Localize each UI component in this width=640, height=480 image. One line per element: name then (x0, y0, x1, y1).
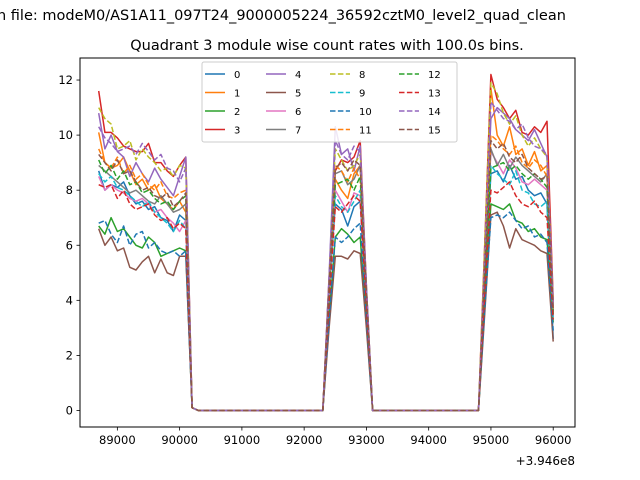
x-offset-label: +3.946e8 (516, 454, 575, 468)
x-tick-label: 89000 (99, 433, 136, 447)
legend-entry-9: 9 (330, 89, 365, 100)
legend-entry-15: 15 (399, 126, 441, 137)
series-line-11 (98, 134, 554, 412)
legend-entry-6: 6 (266, 107, 301, 118)
series-line-13 (98, 181, 554, 412)
y-tick-label: 4 (66, 293, 73, 307)
legend-entry-5: 5 (266, 89, 301, 100)
legend-label: 6 (295, 107, 301, 118)
legend-entry-13: 13 (399, 89, 441, 100)
legend-label: 10 (359, 107, 372, 118)
chart-title: Quadrant 3 module wise count rates with … (130, 38, 524, 54)
y-tick-label: 12 (58, 73, 73, 87)
legend-entry-8: 8 (330, 70, 365, 81)
legend-entry-1: 1 (205, 89, 240, 100)
legend-box (201, 61, 458, 143)
x-tick-label: 91000 (224, 433, 261, 447)
legend-label: 9 (359, 89, 365, 100)
legend-label: 2 (234, 107, 240, 118)
legend-entry-2: 2 (205, 107, 240, 118)
legend-label: 14 (428, 107, 441, 118)
axes-frame (79, 57, 576, 428)
y-tick-label: 0 (66, 403, 73, 417)
legend-label: 15 (428, 126, 441, 137)
y-tick-label: 2 (66, 348, 73, 362)
legend-label: 11 (359, 126, 372, 137)
y-tick-label: 6 (66, 238, 73, 252)
legend-entry-11: 11 (330, 126, 372, 137)
x-tick-label: 92000 (286, 433, 323, 447)
legend-entry-12: 12 (399, 70, 441, 81)
x-tick-label: 96000 (535, 433, 572, 447)
series-line-6 (98, 150, 554, 412)
x-tick-label: 93000 (348, 433, 385, 447)
legend-label: 7 (295, 126, 301, 137)
legend-label: 1 (234, 89, 240, 100)
axis-ticks: 89000 90000 91000 92000 93000 94000 95000 96000… (58, 73, 571, 447)
legend-label: 8 (359, 70, 365, 81)
legend-label: 3 (234, 126, 240, 137)
series-line-14 (98, 101, 554, 412)
legend-entry-10: 10 (330, 107, 372, 118)
legend-label: 13 (428, 89, 441, 100)
series-line-12 (98, 159, 554, 412)
legend-entry-14: 14 (399, 107, 441, 118)
legend-entry-3: 3 (205, 126, 240, 137)
x-tick-label: 90000 (161, 433, 198, 447)
legend-label: 12 (428, 70, 441, 81)
legend-entry-0: 0 (205, 70, 240, 81)
legend-label: 4 (295, 70, 301, 81)
series-line-15 (98, 139, 554, 412)
series-line-10 (98, 211, 554, 412)
legend-entry-4: 4 (266, 70, 301, 81)
x-tick-label: 95000 (473, 433, 510, 447)
series-line-5 (97, 211, 554, 412)
y-tick-label: 8 (66, 183, 73, 197)
file-suptitle: n file: modeM0/AS1A11_097T24_9000005224_… (0, 8, 566, 24)
legend-label: 0 (234, 70, 240, 81)
x-tick-label: 94000 (410, 433, 447, 447)
legend-entry-7: 7 (266, 126, 301, 137)
legend-label: 5 (295, 89, 301, 100)
y-tick-label: 10 (58, 128, 73, 142)
